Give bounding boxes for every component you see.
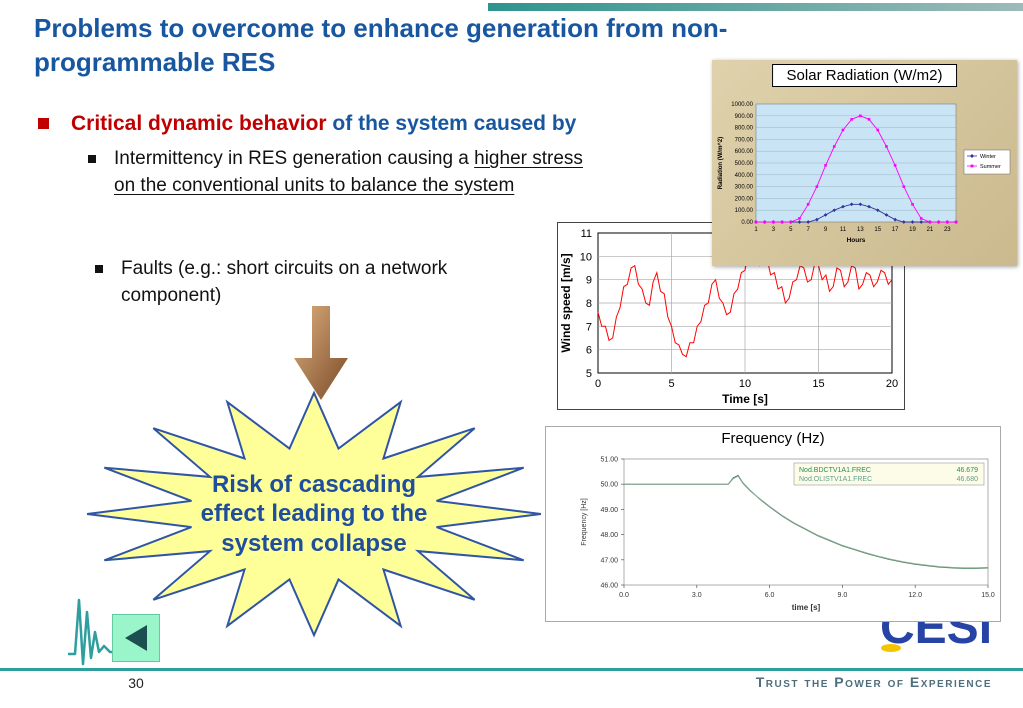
svg-text:15: 15 (874, 227, 881, 233)
bullet-text-underlined: higher stress on the conventional units … (114, 148, 583, 196)
svg-text:20: 20 (886, 378, 898, 390)
svg-text:10: 10 (739, 378, 751, 390)
svg-text:3.0: 3.0 (692, 592, 702, 599)
svg-text:9: 9 (586, 275, 592, 287)
svg-text:5: 5 (668, 378, 674, 390)
svg-text:3: 3 (772, 227, 776, 233)
svg-text:48.00: 48.00 (600, 532, 618, 539)
red-square-bullet-icon (38, 118, 49, 129)
page-number: 30 (128, 675, 144, 691)
svg-text:46.679: 46.679 (957, 467, 979, 474)
svg-text:9.0: 9.0 (838, 592, 848, 599)
svg-text:Time [s]: Time [s] (722, 392, 768, 406)
svg-text:500.00: 500.00 (735, 161, 754, 167)
svg-text:900.00: 900.00 (735, 114, 754, 120)
svg-text:15: 15 (812, 378, 824, 390)
svg-text:11: 11 (581, 228, 592, 240)
waveform-logo-icon (68, 598, 120, 666)
square-bullet-icon (95, 265, 103, 273)
svg-text:50.00: 50.00 (600, 482, 618, 489)
svg-text:9: 9 (824, 227, 828, 233)
svg-text:800.00: 800.00 (735, 126, 754, 132)
svg-text:15.0: 15.0 (981, 592, 995, 599)
frequency-chart-title: Frequency (Hz) (721, 430, 825, 447)
svg-text:200.00: 200.00 (735, 196, 754, 202)
svg-text:23: 23 (944, 227, 951, 233)
svg-text:47.00: 47.00 (600, 557, 618, 564)
svg-text:Winter: Winter (980, 154, 996, 160)
svg-text:13: 13 (857, 227, 864, 233)
bullet-text: Intermittency in RES generation causing … (114, 146, 600, 199)
starburst-callout: Risk of cascading effect leading to the … (78, 388, 550, 640)
svg-text:1000.00: 1000.00 (731, 102, 753, 108)
square-bullet-icon (88, 155, 96, 163)
svg-text:7: 7 (807, 227, 811, 233)
cesi-logo-yellow-accent-icon (881, 644, 901, 652)
heading-bullet: Critical dynamic behavior of the system … (38, 110, 718, 137)
footer-accent-line (0, 668, 1023, 671)
heading-red-text: Critical dynamic behavior (71, 112, 327, 135)
svg-text:6: 6 (586, 345, 592, 357)
frequency-chart: Frequency (Hz) 51.00 50.00 49.00 48.00 47.00… (545, 426, 1001, 622)
svg-text:Wind speed [m/s]: Wind speed [m/s] (559, 253, 573, 352)
svg-text:400.00: 400.00 (735, 173, 754, 179)
solar-chart-title: Solar Radiation (W/m2) (771, 64, 958, 87)
svg-text:0.0: 0.0 (619, 592, 629, 599)
left-triangle-icon (125, 625, 147, 651)
svg-text:7: 7 (586, 321, 592, 333)
svg-text:Summer: Summer (980, 164, 1001, 170)
svg-text:Radiation (W/m^2): Radiation (W/m^2) (718, 137, 724, 190)
bullet-item-intermittency: Intermittency in RES generation causing … (88, 146, 600, 199)
svg-text:600.00: 600.00 (735, 149, 754, 155)
svg-text:5: 5 (789, 227, 793, 233)
svg-text:300.00: 300.00 (735, 185, 754, 191)
starburst-shape (78, 388, 550, 640)
heading-blue-text: of the system caused by (326, 112, 577, 135)
svg-text:0: 0 (595, 378, 601, 390)
svg-text:10: 10 (580, 251, 592, 263)
solar-chart-plot: 0.00 100.00 200.00 300.00 400.00 500.00 600.00… (718, 102, 1011, 244)
svg-text:46.00: 46.00 (600, 583, 618, 590)
svg-text:0.00: 0.00 (741, 220, 753, 226)
svg-text:19: 19 (909, 227, 916, 233)
heading-text: Critical dynamic behavior of the system … (71, 110, 576, 137)
svg-text:17: 17 (892, 227, 899, 233)
svg-text:700.00: 700.00 (735, 137, 754, 143)
svg-text:11: 11 (840, 227, 847, 233)
svg-text:5: 5 (586, 368, 592, 380)
svg-text:46.680: 46.680 (957, 476, 979, 483)
svg-text:100.00: 100.00 (735, 208, 754, 214)
svg-text:6.0: 6.0 (765, 592, 775, 599)
svg-text:Hours: Hours (847, 237, 866, 244)
svg-text:time [s]: time [s] (792, 603, 821, 612)
svg-text:8: 8 (586, 298, 592, 310)
cesi-tagline: Trust the Power of Experience (755, 674, 992, 690)
top-accent-bar (488, 3, 1023, 11)
svg-text:51.00: 51.00 (600, 457, 618, 464)
svg-text:Nod.OLISTV1A1.FREC: Nod.OLISTV1A1.FREC (799, 476, 872, 483)
svg-text:12.0: 12.0 (908, 592, 922, 599)
slide-title: Problems to overcome to enhance generati… (34, 13, 728, 77)
solar-radiation-chart: Solar Radiation (W/m2) 0.00 100.00 200.00 3… (712, 60, 1017, 266)
down-arrow-icon (294, 306, 348, 400)
svg-text:1: 1 (754, 227, 758, 233)
starburst-text: Risk of cascading effect leading to the … (200, 471, 428, 557)
svg-text:49.00: 49.00 (600, 507, 618, 514)
bullet-text-plain: Intermittency in RES generation causing … (114, 148, 475, 169)
svg-text:Nod.BDCTV1A1.FREC: Nod.BDCTV1A1.FREC (799, 467, 871, 474)
back-button[interactable] (112, 614, 160, 662)
bullet-item-faults: Faults (e.g.: short circuits on a networ… (95, 256, 529, 309)
bullet-text: Faults (e.g.: short circuits on a networ… (121, 258, 448, 306)
frequency-chart-plot: 51.00 50.00 49.00 48.00 47.00 46.000.0 3.0 6.0 9… (581, 457, 995, 613)
svg-text:21: 21 (927, 227, 934, 233)
svg-text:Frequency [Hz]: Frequency [Hz] (581, 498, 588, 546)
